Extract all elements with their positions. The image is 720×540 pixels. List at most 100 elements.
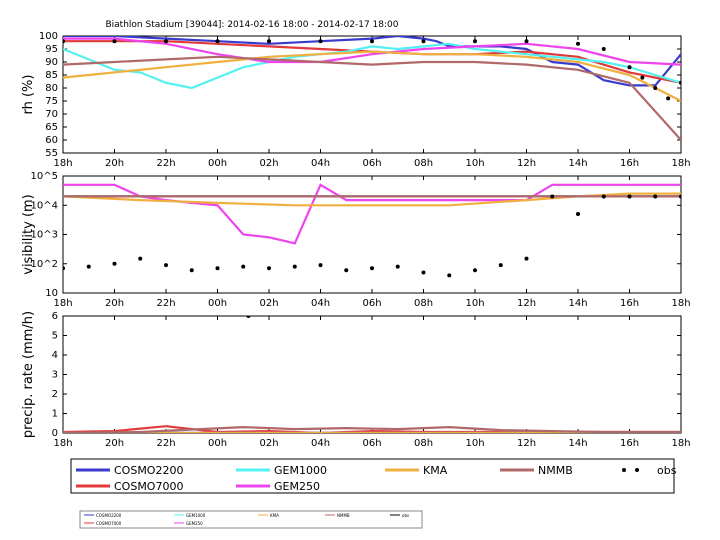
series-line-gem1000	[63, 42, 681, 90]
x-tick-label: 14h	[568, 438, 587, 449]
panel-2: 18h 20h 22h 00h 02h 04h 06h 08h 10h 12h 14h 16h 18h0…	[21, 311, 691, 449]
legend-frame	[70, 458, 675, 494]
legend-marker	[622, 468, 626, 472]
series-group	[63, 316, 681, 433]
legend-item-kma: KMA	[385, 464, 448, 477]
y-tick-label: 95	[45, 44, 58, 55]
obs-point	[370, 266, 374, 271]
obs-point	[473, 39, 477, 44]
y-tick-label: 3	[52, 370, 58, 381]
x-tick-label: 18h	[671, 298, 690, 309]
obs-point	[679, 80, 681, 85]
y-tick-label: 1	[52, 409, 58, 420]
obs-point	[241, 264, 246, 269]
y-tick-label: 10	[45, 288, 58, 299]
y-tick-label: 10^4	[31, 200, 58, 211]
legend: COSMO2200 COSMO7000 GEM1000 GEM250 KMA NMMB ob…	[70, 458, 677, 494]
y-tick-label: 100	[39, 31, 58, 42]
obs-point	[370, 39, 374, 44]
legend-label: COSMO2200	[114, 464, 183, 477]
obs-point	[215, 39, 220, 44]
x-tick-label: 20h	[105, 158, 124, 169]
legend-small-label: COSMO7000	[96, 521, 122, 526]
x-tick-label: 22h	[156, 158, 175, 169]
obs-point	[550, 194, 555, 199]
obs-point	[524, 39, 529, 44]
x-tick-label: 20h	[105, 298, 124, 309]
obs-point	[215, 266, 220, 271]
legend-item-obs: obs	[622, 464, 677, 477]
legend-small-item: KMA	[258, 513, 279, 518]
obs-point	[63, 39, 65, 44]
x-tick-label: 22h	[156, 438, 175, 449]
y-tick-label: 10^3	[31, 230, 58, 241]
obs-point	[318, 263, 323, 268]
obs-point	[498, 263, 503, 268]
x-tick-label: 02h	[259, 298, 278, 309]
obs-point	[267, 39, 271, 44]
legend-item-nmmb: NMMB	[500, 464, 573, 477]
y-axis-label: precip. rate (mm/h)	[21, 311, 36, 438]
obs-point	[63, 266, 65, 271]
obs-point	[601, 47, 606, 51]
series-group	[63, 183, 681, 278]
series-line-nmmb	[63, 55, 681, 141]
plot-frame	[62, 175, 682, 294]
obs-point	[653, 194, 658, 199]
x-tick-label: 14h	[568, 158, 587, 169]
obs-point	[395, 264, 400, 269]
obs-point	[292, 264, 297, 269]
y-axis-label: visibility (m)	[21, 194, 36, 275]
legend-small-label: GEM1000	[186, 513, 206, 518]
x-tick-label: 06h	[362, 158, 381, 169]
panel-1: 18h 20h 22h 00h 02h 04h 06h 08h 10h 12h 14h 16h 18h1…	[21, 171, 691, 309]
x-tick-label: 14h	[568, 298, 587, 309]
legend-small-label: COSMO2200	[96, 513, 122, 518]
x-tick-label: 16h	[620, 438, 639, 449]
x-tick-label: 16h	[620, 158, 639, 169]
x-tick-label: 10h	[465, 298, 484, 309]
y-tick-label: 60	[45, 135, 58, 146]
obs-point	[524, 256, 529, 261]
legend-item-cosmo7000: COSMO7000	[76, 480, 183, 493]
x-tick-label: 10h	[465, 158, 484, 169]
x-tick-label: 20h	[105, 438, 124, 449]
y-tick-label: 80	[45, 83, 58, 94]
x-tick-label: 12h	[517, 298, 536, 309]
y-axis-label: rh (%)	[21, 75, 36, 115]
obs-point	[189, 268, 194, 273]
y-tick-label: 10^2	[31, 259, 58, 270]
obs-point	[666, 96, 671, 101]
obs-point	[627, 194, 632, 199]
obs-point	[421, 270, 426, 275]
x-tick-label: 00h	[208, 158, 227, 169]
obs-point	[164, 39, 168, 44]
obs-point	[601, 194, 606, 199]
x-tick-label: 00h	[208, 298, 227, 309]
x-tick-label: 04h	[311, 438, 330, 449]
x-tick-label: 10h	[465, 438, 484, 449]
x-tick-label: 18h	[53, 438, 72, 449]
obs-point	[640, 75, 645, 80]
obs-point	[473, 268, 477, 273]
x-tick-label: 18h	[671, 158, 690, 169]
obs-point	[576, 212, 580, 217]
legend-small: COSMO2200 COSMO7000 GEM1000 GEM250 KMA NMMB ob…	[79, 510, 423, 529]
chart-title: Biathlon Stadium [39044]: 2014-02-16 18:…	[105, 20, 398, 30]
x-tick-label: 04h	[311, 298, 330, 309]
y-tick-label: 0	[52, 428, 58, 439]
y-tick-label: 75	[45, 96, 58, 107]
legend-item-cosmo2200: COSMO2200	[76, 464, 183, 477]
obs-point	[267, 266, 271, 271]
legend-small-item: GEM250	[174, 521, 203, 526]
series-group	[63, 36, 681, 141]
plot-frame	[62, 35, 682, 154]
obs-point	[576, 41, 580, 46]
y-tick-label: 85	[45, 70, 58, 81]
plot-frame	[62, 315, 682, 434]
x-tick-label: 08h	[414, 298, 433, 309]
series-line-kma	[63, 50, 681, 102]
x-tick-label: 16h	[620, 298, 639, 309]
legend-small-item: NMMB	[325, 513, 350, 518]
